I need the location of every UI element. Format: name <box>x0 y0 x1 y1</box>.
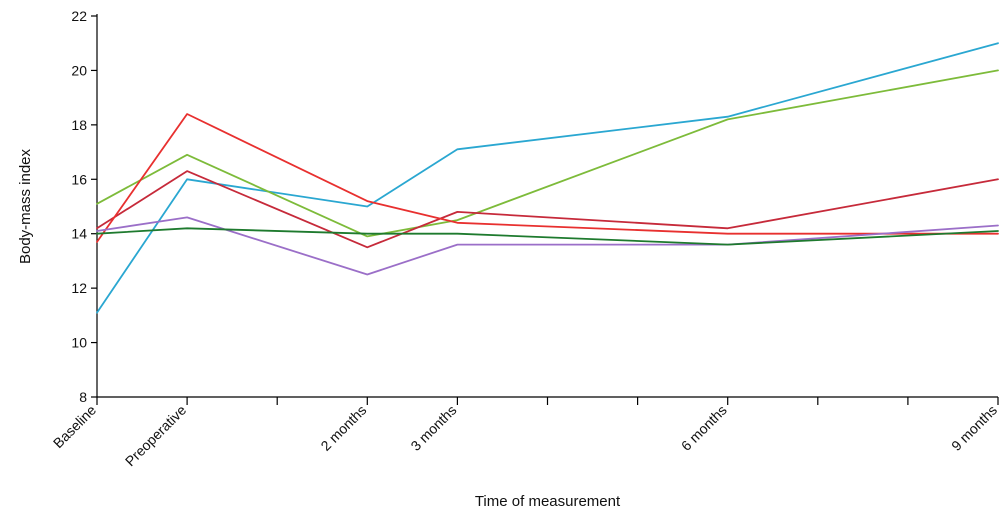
x-tick-label: 3 months <box>407 402 459 454</box>
series-line-4 <box>96 113 999 243</box>
y-tick-label: 8 <box>79 389 87 405</box>
series-line-2 <box>96 69 999 238</box>
series-group <box>96 42 999 314</box>
series-line-1 <box>96 42 999 314</box>
x-tick-label: 9 months <box>948 402 1000 454</box>
x-axis-title: Time of measurement <box>475 493 621 510</box>
y-tick-label: 16 <box>71 171 87 187</box>
y-axis-title: Body-mass index <box>17 148 34 264</box>
y-tick-label: 14 <box>71 226 87 242</box>
x-tick-label: 6 months <box>678 402 730 454</box>
x-tick-label: 2 months <box>317 402 369 454</box>
x-axis: Baseline Preoperative 2 months 3 months 6 mo… <box>50 396 1000 470</box>
series-line-3 <box>96 170 999 249</box>
series-line-5 <box>96 216 999 276</box>
x-tick-label: Preoperative <box>122 402 190 470</box>
y-tick-label: 18 <box>71 117 87 133</box>
y-tick-label: 10 <box>71 335 87 351</box>
x-tick-label: Baseline <box>50 402 99 451</box>
series-line-6 <box>96 227 999 246</box>
y-tick-label: 20 <box>71 62 87 78</box>
y-axis: 8 10 12 14 16 18 20 22 <box>71 8 98 405</box>
y-tick-label: 12 <box>71 280 87 296</box>
y-tick-label: 22 <box>71 8 87 24</box>
